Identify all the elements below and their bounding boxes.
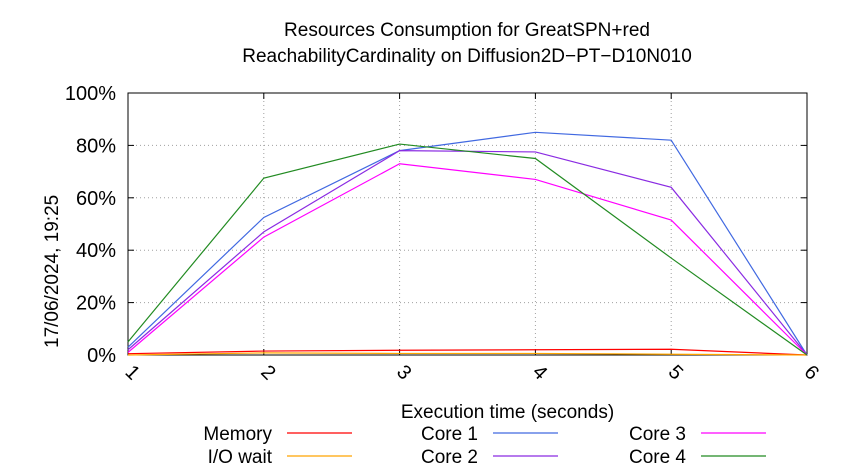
x-tick-label: 5: [664, 361, 687, 384]
x-tick-label: 3: [392, 361, 415, 384]
series-line-core-2: [127, 150, 808, 356]
series-line-core-1: [127, 131, 808, 356]
legend-label-core-1: Core 1: [421, 424, 478, 445]
y-tick-label: 0%: [87, 345, 116, 367]
y-tick-label: 40%: [76, 240, 116, 262]
x-axis-label: Execution time (seconds): [401, 402, 614, 423]
legend-label-core-3: Core 3: [629, 424, 686, 445]
legend-label-i-o-wait: I/O wait: [208, 447, 273, 468]
legend-label-core-2: Core 2: [421, 447, 478, 468]
series-line-i-o-wait: [127, 352, 808, 356]
series-line-core-4: [127, 143, 808, 356]
chart-title: Resources Consumption for GreatSPN+red: [284, 20, 650, 41]
chart-subtitle: ReachabilityCardinality on Diffusion2D−P…: [242, 46, 692, 67]
plot-frame: [127, 92, 808, 356]
legend-label-core-4: Core 4: [629, 447, 686, 468]
series-line-core-3: [127, 163, 808, 356]
y-tick-label: 60%: [76, 188, 116, 210]
y-tick-label: 80%: [76, 135, 116, 157]
y-tick-label: 100%: [65, 83, 116, 105]
legend-label-memory: Memory: [203, 424, 272, 445]
x-tick-label: 2: [256, 361, 279, 384]
x-tick-label: 4: [528, 361, 551, 384]
series-line-memory: [127, 348, 808, 356]
x-tick-label: 6: [800, 361, 823, 384]
x-tick-label: 1: [121, 361, 144, 384]
y-tick-label: 20%: [76, 293, 116, 315]
